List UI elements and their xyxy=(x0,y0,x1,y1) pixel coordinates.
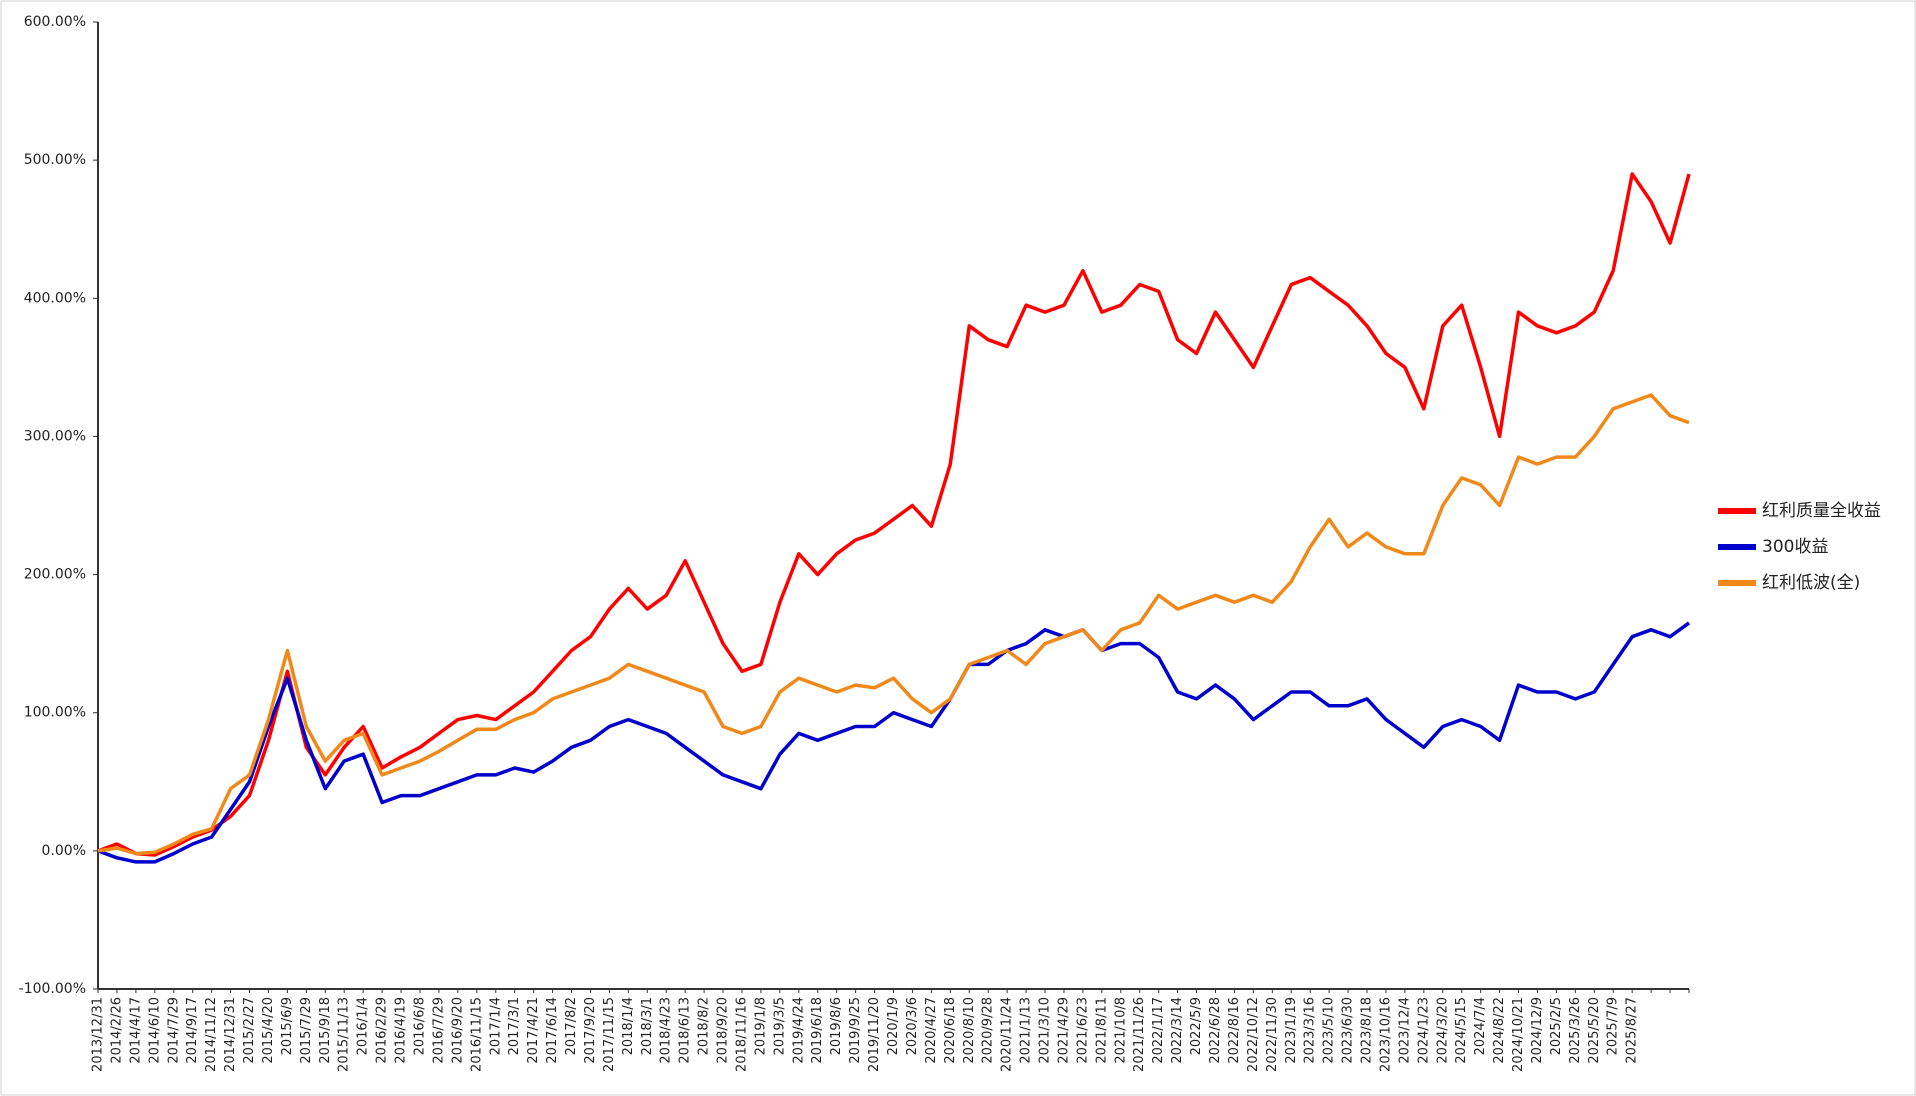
x-tick-label: 2014/9/17 xyxy=(185,997,200,1064)
x-tick-label: 2019/6/18 xyxy=(810,997,825,1064)
x-tick-label: 2014/11/12 xyxy=(204,997,219,1072)
x-tick-label: 2025/3/26 xyxy=(1568,997,1583,1064)
legend-label: 300收益 xyxy=(1762,537,1828,557)
y-tick-label: 500.00% xyxy=(24,152,86,168)
x-tick-label: 2021/1/13 xyxy=(1019,997,1034,1064)
x-tick-label: 2022/6/28 xyxy=(1208,997,1223,1064)
x-tick-label: 2014/4/17 xyxy=(128,997,143,1064)
x-tick-label: 2019/9/25 xyxy=(848,997,863,1064)
x-tick-label: 2015/2/27 xyxy=(242,997,257,1064)
x-tick-label: 2014/12/31 xyxy=(223,997,238,1072)
x-tick-label: 2015/7/29 xyxy=(299,997,314,1064)
x-tick-label: 2021/4/29 xyxy=(1056,997,1071,1064)
y-tick-label: 200.00% xyxy=(24,567,86,583)
x-tick-label: 2022/8/16 xyxy=(1227,997,1242,1064)
x-tick-label: 2020/1/9 xyxy=(886,997,901,1055)
x-tick-label: 2019/8/6 xyxy=(829,997,844,1055)
x-tick-label: 2017/4/21 xyxy=(526,997,541,1064)
x-tick-label: 2024/5/15 xyxy=(1454,997,1469,1064)
x-tick-label: 2023/6/30 xyxy=(1341,997,1356,1064)
x-tick-label: 2024/3/20 xyxy=(1435,997,1450,1064)
x-tick-label: 2021/6/23 xyxy=(1075,997,1090,1064)
x-tick-label: 2020/11/24 xyxy=(1000,997,1015,1072)
x-tick-label: 2018/1/4 xyxy=(621,997,636,1055)
x-tick-label: 2013/12/31 xyxy=(91,997,106,1072)
x-tick-label: 2021/10/8 xyxy=(1113,997,1128,1064)
x-tick-label: 2022/11/30 xyxy=(1265,997,1280,1072)
y-tick-label: 0.00% xyxy=(42,843,86,859)
x-tick-label: 2020/9/28 xyxy=(981,997,996,1064)
x-tick-label: 2020/3/6 xyxy=(905,997,920,1055)
x-tick-label: 2020/4/27 xyxy=(924,997,939,1064)
x-tick-label: 2016/4/19 xyxy=(394,997,409,1064)
x-tick-label: 2016/7/29 xyxy=(431,997,446,1064)
x-tick-label: 2016/1/4 xyxy=(356,997,371,1055)
x-tick-label: 2024/1/23 xyxy=(1416,997,1431,1064)
x-tick-label: 2024/8/22 xyxy=(1492,997,1507,1064)
x-tick-label: 2022/1/17 xyxy=(1151,997,1166,1064)
x-tick-label: 2023/12/4 xyxy=(1397,997,1412,1064)
x-tick-label: 2022/10/12 xyxy=(1246,997,1261,1072)
x-tick-label: 2018/4/23 xyxy=(659,997,674,1064)
x-tick-label: 2017/1/4 xyxy=(488,997,503,1055)
x-tick-label: 2014/6/10 xyxy=(147,997,162,1064)
x-tick-label: 2016/6/8 xyxy=(412,997,427,1055)
x-tick-label: 2023/3/16 xyxy=(1303,997,1318,1064)
legend-label: 红利低波(全) xyxy=(1762,573,1860,593)
x-tick-label: 2025/5/20 xyxy=(1587,997,1602,1064)
x-tick-label: 2017/8/2 xyxy=(564,997,579,1055)
x-tick-label: 2024/7/4 xyxy=(1473,997,1488,1055)
x-tick-label: 2016/2/29 xyxy=(375,997,390,1064)
x-tick-label: 2019/11/20 xyxy=(867,997,882,1072)
x-tick-label: 2019/4/24 xyxy=(791,997,806,1064)
y-tick-label: 400.00% xyxy=(24,290,86,306)
series-line xyxy=(97,172,1691,857)
x-tick-label: 2018/11/16 xyxy=(734,997,749,1072)
x-tick-label: 2018/3/1 xyxy=(640,997,655,1055)
x-tick-label: 2021/3/10 xyxy=(1038,997,1053,1064)
x-tick-label: 2014/2/26 xyxy=(109,997,124,1064)
x-tick-label: 2016/11/15 xyxy=(469,997,484,1072)
x-tick-label: 2023/10/16 xyxy=(1378,997,1393,1072)
legend-label: 红利质量全收益 xyxy=(1762,501,1881,521)
x-tick-label: 2018/6/13 xyxy=(678,997,693,1064)
x-tick-label: 2017/9/20 xyxy=(583,997,598,1064)
x-tick-label: 2019/1/8 xyxy=(753,997,768,1055)
x-tick-label: 2023/8/18 xyxy=(1360,997,1375,1064)
x-tick-label: 2020/8/10 xyxy=(962,997,977,1064)
x-tick-label: 2025/7/9 xyxy=(1606,997,1621,1055)
x-tick-label: 2023/5/10 xyxy=(1322,997,1337,1064)
x-tick-label: 2022/3/14 xyxy=(1170,997,1185,1064)
x-tick-label: 2018/8/2 xyxy=(697,997,712,1055)
x-tick-label: 2020/6/18 xyxy=(943,997,958,1064)
y-tick-label: -100.00% xyxy=(19,981,86,997)
x-tick-label: 2017/11/15 xyxy=(602,997,617,1072)
x-tick-label: 2019/3/5 xyxy=(772,997,787,1055)
y-tick-label: 100.00% xyxy=(24,705,86,721)
y-tick-label: 300.00% xyxy=(24,428,86,444)
x-tick-label: 2014/7/29 xyxy=(166,997,181,1064)
x-tick-label: 2024/10/21 xyxy=(1511,997,1526,1072)
x-tick-label: 2015/6/9 xyxy=(280,997,295,1055)
x-tick-label: 2015/9/18 xyxy=(318,997,333,1064)
x-tick-label: 2023/1/19 xyxy=(1284,997,1299,1064)
x-tick-label: 2024/12/9 xyxy=(1530,997,1545,1064)
x-tick-label: 2021/11/26 xyxy=(1132,997,1147,1072)
x-tick-label: 2021/8/11 xyxy=(1094,997,1109,1064)
x-tick-label: 2015/4/20 xyxy=(261,997,276,1064)
series-line xyxy=(97,393,1690,856)
series-line xyxy=(97,621,1691,864)
x-tick-label: 2017/3/1 xyxy=(507,997,522,1055)
x-tick-label: 2016/9/20 xyxy=(450,997,465,1064)
y-tick-label: 600.00% xyxy=(24,14,86,30)
x-tick-label: 2022/5/9 xyxy=(1189,997,1204,1055)
x-tick-label: 2025/2/5 xyxy=(1549,997,1564,1055)
x-tick-label: 2015/11/13 xyxy=(337,997,352,1072)
x-tick-label: 2017/6/14 xyxy=(545,997,560,1064)
x-tick-label: 2025/8/27 xyxy=(1625,997,1640,1064)
x-tick-label: 2018/9/20 xyxy=(716,997,731,1064)
